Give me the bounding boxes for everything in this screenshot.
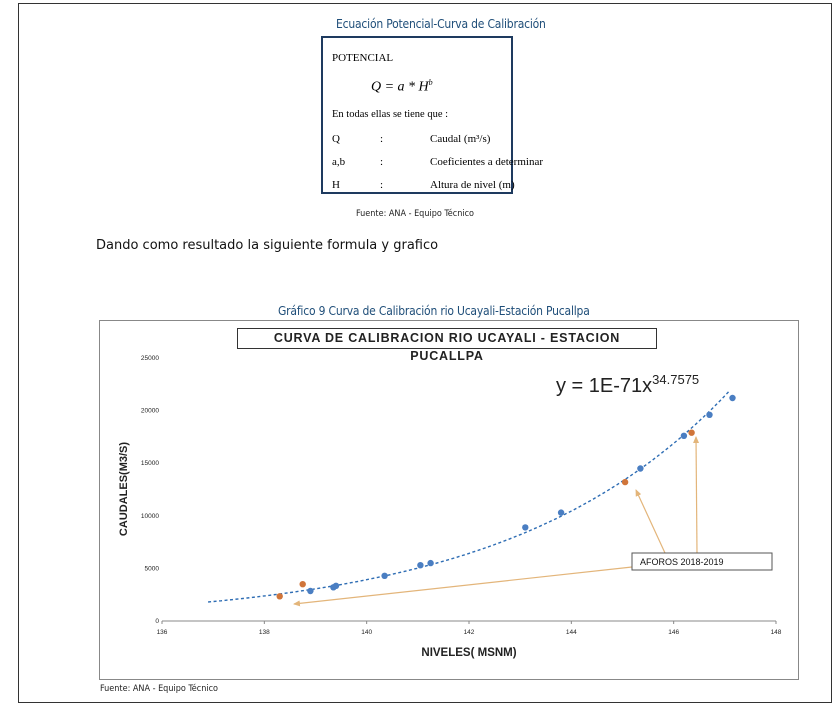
data-point-series-1-9: [637, 465, 644, 472]
annotation-label: AFOROS 2018-2019: [640, 557, 724, 567]
y-tick-label-5000: 5000: [145, 565, 160, 572]
y-tick-label-10000: 10000: [141, 513, 159, 520]
annotation-arrow-2: [635, 489, 666, 554]
formula-row-ab-symbol: a,b: [332, 156, 346, 168]
trend-equation-main: y = 1E-71x: [556, 375, 652, 397]
data-point-series-2-1: [276, 593, 283, 600]
trend-equation-exponent: 34.7575: [652, 372, 699, 387]
x-axis-ticks: 136 138 140 142 144 146 148: [157, 621, 782, 636]
formula-row-ab-desc: Coeficientes a determinar: [430, 156, 544, 168]
data-point-series-1-1: [307, 587, 314, 595]
formula-intro: En todas ellas se tiene que :: [332, 109, 449, 120]
data-point-series-1-4: [381, 572, 388, 579]
power-trendline: [208, 389, 731, 603]
x-tick-label-140: 140: [361, 629, 372, 636]
formula-equation: Q = a * Hb: [371, 78, 433, 96]
y-axis-label: CAUDALES(M3/S): [118, 442, 130, 536]
y-tick-label-15000: 15000: [141, 460, 159, 467]
formula-row-ab-sep: :: [380, 156, 384, 168]
body-paragraph: Dando como resultado la siguiente formul…: [96, 238, 439, 253]
formula-box: POTENCIAL Q = a * Hb En todas ellas se t…: [321, 36, 543, 194]
formula-equation-base: Q = a * H: [371, 79, 429, 95]
data-point-series-1-5: [417, 562, 424, 569]
data-point-series-2-2: [299, 581, 306, 588]
x-tick-label-138: 138: [259, 629, 270, 636]
x-tick-label-144: 144: [566, 629, 577, 636]
chart-caption: Gráfico 9 Curva de Calibración rio Ucaya…: [278, 304, 590, 318]
x-tick-label-146: 146: [668, 629, 679, 636]
data-point-series-2-4: [688, 429, 695, 436]
formula-equation-exponent: b: [428, 78, 433, 87]
data-point-series-1-10: [680, 432, 688, 439]
formula-source: Fuente: ANA - Equipo Técnico: [356, 209, 475, 219]
data-point-series-1-7: [522, 524, 529, 531]
formula-row-q-symbol: Q: [332, 133, 340, 145]
annotation-arrows: [293, 436, 700, 607]
x-tick-label-136: 136: [157, 629, 168, 636]
y-tick-label-20000: 20000: [141, 408, 159, 415]
formula-caption: Ecuación Potencial-Curva de Calibración: [336, 17, 546, 31]
data-point-series-1-8: [557, 509, 565, 516]
y-tick-label-25000: 25000: [141, 355, 159, 362]
x-axis-label: NIVELES( MSNM): [421, 647, 516, 659]
x-tick-label-142: 142: [464, 629, 475, 636]
data-points: [276, 394, 736, 600]
annotation-arrow-3: [693, 436, 700, 554]
formula-row-h-symbol: H: [332, 179, 340, 191]
chart-title: CURVA DE CALIBRACION RIO UCAYALI - ESTAC…: [237, 328, 657, 363]
formula-row-q-desc: Caudal (m³/s): [430, 133, 491, 145]
x-tick-label-148: 148: [771, 629, 782, 636]
data-point-series-1-11: [706, 411, 713, 418]
data-point-series-1-12: [729, 394, 736, 402]
formula-row-h-sep: :: [380, 179, 384, 191]
y-tick-label-0: 0: [155, 618, 159, 625]
data-point-series-1-6: [427, 559, 434, 567]
y-axis-ticks: 0 5000 10000 15000 20000 25000: [141, 355, 159, 625]
chart-source: Fuente: ANA - Equipo Técnico: [100, 684, 219, 694]
formula-heading: POTENCIAL: [332, 52, 394, 64]
annotation-arrow-1: [293, 566, 633, 607]
formula-row-h-desc: Altura de nivel (m): [430, 179, 515, 191]
data-point-series-2-3: [621, 478, 629, 486]
chart-frame: [99, 320, 799, 680]
formula-row-q-sep: :: [380, 133, 384, 145]
trend-equation: y = 1E-71x34.7575: [556, 372, 699, 397]
annotation-box: [631, 552, 773, 571]
data-point-series-1-3: [332, 582, 340, 589]
